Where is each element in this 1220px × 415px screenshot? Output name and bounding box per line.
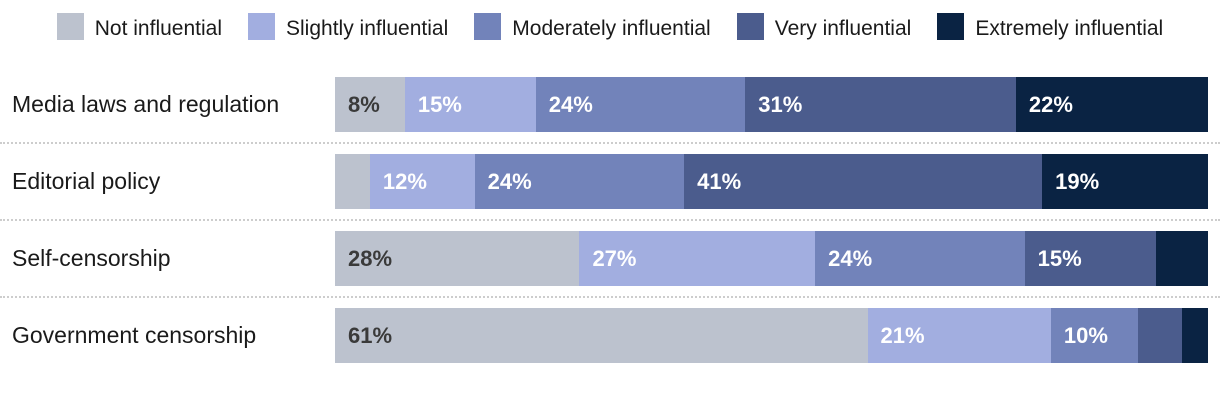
segment-value-label: 10% [1063,322,1108,348]
row-separator [0,142,1220,144]
segment-value-label: 24% [548,91,593,117]
segment-value-label: 12% [382,168,427,194]
bar-segment: 19% [1042,154,1208,209]
bar-segment: 41% [684,154,1043,209]
segment-value-label: 8% [348,91,380,117]
segment-value-label: 31% [758,91,803,117]
bar-segment: 15% [404,77,536,132]
stacked-bar: 12% 24% 41% 19% [335,154,1208,209]
legend-swatch [248,13,275,40]
legend-item: Very influential [736,13,912,40]
legend-swatch [474,13,502,40]
stacked-bar-chart: Not influential Slightly influential Moder… [0,13,1220,415]
category-label: Editorial policy [12,168,161,194]
bar-segment [1155,231,1208,286]
category-label: Government censorship [12,322,257,348]
segment-value-label: 22% [1028,91,1073,117]
bar-segment: 10% [1050,308,1139,363]
segment-value-label: 15% [417,91,462,117]
segment-value-label: 21% [880,322,925,348]
segment-value-label: 19% [1055,168,1100,194]
bar-segment [1138,308,1182,363]
stacked-bar: 28% 27% 24% 15% [335,231,1208,286]
bar-segment: 24% [535,77,746,132]
bar-segment: 8% [335,77,405,132]
legend-item: Extremely influential [937,13,1164,40]
stacked-bar: 8% 15% 24% 31% 22% [335,77,1208,132]
category-label: Self-censorship [12,245,171,271]
legend-label: Extremely influential [975,17,1164,40]
bar-segment: 31% [745,77,1016,132]
bar-segment: 28% [335,231,580,286]
segment-value-label: 24% [828,245,873,271]
legend-label: Moderately influential [512,17,711,40]
chart-row: Media laws and regulation 8% 15% 24% 31% 22% [0,77,1220,132]
segment-value-label: 41% [697,168,742,194]
segment-value-label: 24% [487,168,532,194]
segment-value-label: 61% [348,322,393,348]
legend: Not influential Slightly influential Moder… [30,13,1190,44]
chart-rows: Media laws and regulation 8% 15% 24% 31% 22% E… [0,77,1220,363]
legend-swatch [736,13,764,40]
chart-row: Government censorship 61% 21% 10% [0,308,1220,363]
chart-row: Editorial policy 12% 24% 41% 19% [0,154,1220,209]
legend-label: Slightly influential [286,17,449,40]
chart-row: Self-censorship 28% 27% 24% 15% [0,231,1220,286]
bar-segment: 24% [815,231,1025,286]
row-separator [0,219,1220,221]
legend-item: Moderately influential [474,13,711,40]
legend-label: Very influential [774,17,912,40]
bar-segment: 15% [1024,231,1156,286]
bar-segment: 27% [579,231,816,286]
legend-swatch [56,13,84,40]
bar-segment: 61% [335,308,868,363]
bar-segment: 12% [369,154,475,209]
segment-value-label: 27% [592,245,637,271]
legend-item: Slightly influential [248,13,449,40]
legend-swatch [937,13,965,40]
bar-segment [1181,308,1208,363]
bar-segment [335,154,370,209]
row-separator [0,296,1220,298]
segment-value-label: 28% [348,245,393,271]
segment-value-label: 15% [1037,245,1082,271]
category-label: Media laws and regulation [12,91,280,117]
stacked-bar: 61% 21% 10% [335,308,1208,363]
legend-item: Not influential [56,13,222,40]
bar-segment: 21% [867,308,1051,363]
bar-segment: 22% [1015,77,1208,132]
legend-label: Not influential [94,17,222,40]
bar-segment: 24% [474,154,685,209]
